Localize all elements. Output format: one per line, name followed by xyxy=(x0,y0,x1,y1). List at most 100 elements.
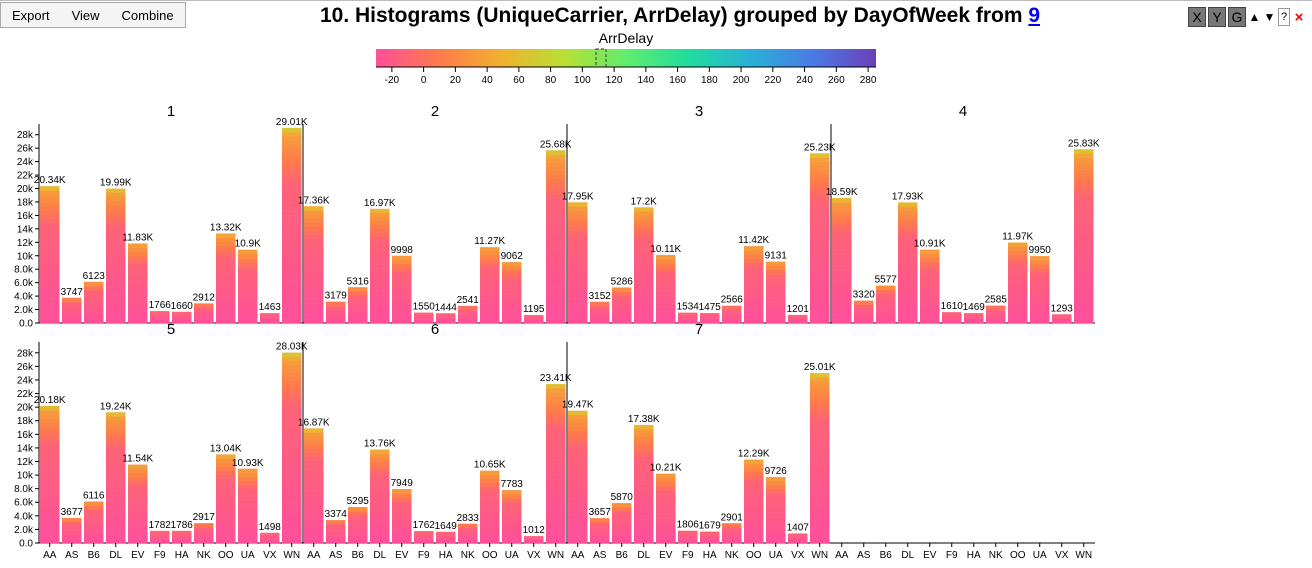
bar-segment xyxy=(546,242,566,248)
bar-segment xyxy=(414,539,434,544)
bar-segment xyxy=(304,519,324,524)
y-tick-label: 18k xyxy=(17,416,34,427)
bar-value-label: 2566 xyxy=(721,295,744,306)
bar-segment xyxy=(546,535,566,540)
bar-segment xyxy=(1008,318,1028,324)
bar-value-label: 20.18K xyxy=(34,395,66,406)
bar-segment xyxy=(832,306,852,312)
bar-segment xyxy=(282,231,302,236)
bar-segment xyxy=(480,255,500,260)
bar-segment xyxy=(106,247,126,253)
bar-OO: 11.27K xyxy=(474,236,506,324)
bar-segment xyxy=(238,257,258,263)
group-button[interactable]: G xyxy=(1228,7,1246,27)
export-menu[interactable]: Export xyxy=(12,8,50,23)
x-tick-label: DL xyxy=(109,550,122,561)
bar-segment xyxy=(920,298,940,303)
bar-segment xyxy=(546,158,566,163)
bar-segment xyxy=(106,412,126,417)
bar-segment xyxy=(238,503,258,509)
bar-segment xyxy=(480,263,500,268)
bar-segment xyxy=(502,294,522,299)
bar-segment xyxy=(502,286,522,291)
bar-segment xyxy=(304,452,324,457)
bar-segment xyxy=(62,530,82,535)
move-up-icon[interactable]: ▲ xyxy=(1248,10,1261,24)
bar-segment xyxy=(282,519,302,524)
bar-segment xyxy=(656,287,676,292)
x-tick-label: EV xyxy=(131,550,145,561)
bar-segment xyxy=(304,531,324,536)
bar-segment xyxy=(128,535,148,540)
y-axis-button[interactable]: Y xyxy=(1208,7,1226,27)
bar-segment xyxy=(282,307,302,312)
bar-segment xyxy=(810,381,830,386)
view-menu[interactable]: View xyxy=(71,8,100,23)
bar-segment xyxy=(964,318,984,324)
x-tick-label: WN xyxy=(283,550,300,561)
bar-segment xyxy=(282,263,302,268)
move-down-icon[interactable]: ▼ xyxy=(1263,10,1276,24)
bar-segment xyxy=(392,263,412,268)
source-link[interactable]: 9 xyxy=(1028,4,1041,27)
bar-segment xyxy=(832,290,852,296)
bar-segment xyxy=(282,487,302,492)
bar-segment xyxy=(546,495,566,500)
bar-segment xyxy=(1008,254,1028,259)
bar-segment xyxy=(480,251,500,256)
bar-segment xyxy=(810,506,830,511)
bar-segment xyxy=(304,214,324,219)
bar-segment xyxy=(370,291,390,296)
bar-segment xyxy=(810,522,830,528)
bar-segment xyxy=(568,250,588,255)
bar-segment xyxy=(568,478,588,484)
bar-segment xyxy=(106,519,126,524)
bar-segment xyxy=(282,423,302,429)
bar-segment xyxy=(216,522,236,528)
bar-segment xyxy=(216,466,236,471)
bar-segment xyxy=(150,538,170,544)
bar-segment xyxy=(238,539,258,544)
bar-segment xyxy=(62,538,82,544)
legend-tick-label: 20 xyxy=(450,75,462,86)
close-icon[interactable]: × xyxy=(1294,8,1304,26)
bar-segment xyxy=(766,504,786,509)
view-controls: X Y G ▲ ▼ ? × xyxy=(1188,7,1306,27)
bar-segment xyxy=(832,266,852,271)
help-button[interactable]: ? xyxy=(1278,8,1290,26)
x-tick-label: NK xyxy=(461,550,475,561)
bar-segment xyxy=(832,246,852,251)
bar-segment xyxy=(568,442,588,448)
bar-segment xyxy=(282,179,302,184)
bar-UA: 9726 xyxy=(765,466,787,544)
bar-segment xyxy=(766,539,786,544)
bar-segment xyxy=(106,463,126,469)
bar-segment xyxy=(370,208,390,214)
bar-segment xyxy=(832,258,852,263)
bar-segment xyxy=(282,131,302,137)
bar-segment xyxy=(898,206,918,211)
bar-segment xyxy=(810,246,830,251)
bar-segment xyxy=(1008,262,1028,267)
bar-segment xyxy=(216,245,236,251)
bar-segment xyxy=(282,143,302,149)
bar-segment xyxy=(744,274,764,279)
bar-segment xyxy=(546,174,566,179)
bar-segment xyxy=(546,222,566,227)
bar-segment xyxy=(282,539,302,544)
bar-segment xyxy=(656,275,676,280)
bar-segment xyxy=(1030,303,1050,308)
bar-segment xyxy=(502,266,522,271)
bar-segment xyxy=(568,522,588,528)
x-tick-label: DL xyxy=(373,550,386,561)
x-axis-button[interactable]: X xyxy=(1188,7,1206,27)
combine-menu[interactable]: Combine xyxy=(121,8,174,23)
bar-segment xyxy=(1074,226,1094,231)
bar-segment xyxy=(326,520,346,525)
bar-segment xyxy=(216,306,236,312)
bar-segment xyxy=(84,294,104,299)
bar-value-label: 5286 xyxy=(611,276,634,287)
x-tick-label: NK xyxy=(725,550,739,561)
